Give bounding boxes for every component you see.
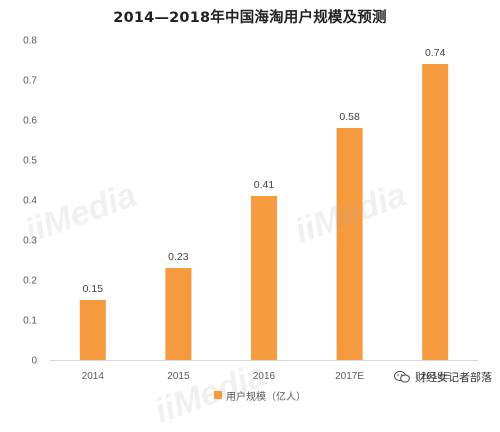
x-tick-label: 2017E [335, 371, 364, 382]
legend-label: 用户规模（亿人） [226, 391, 306, 403]
bar [336, 128, 363, 360]
bar [251, 196, 277, 360]
data-label: 0.58 [339, 111, 360, 123]
y-tick-label: 0 [31, 356, 37, 367]
y-tick-label: 0.5 [23, 156, 37, 167]
legend: 用户规模（亿人） [214, 388, 306, 403]
x-tick-label: 2015 [167, 371, 190, 382]
y-tick-label: 0.8 [23, 36, 37, 47]
source-tag-text: 财经女记者部落 [415, 371, 492, 384]
y-tick-label: 0.3 [23, 236, 37, 247]
wechat-icon [394, 370, 410, 383]
data-label: 0.23 [168, 251, 189, 263]
y-tick-label: 0.6 [23, 116, 37, 127]
data-label: 0.15 [83, 283, 104, 295]
data-label: 0.41 [254, 179, 275, 191]
x-tick-label: 2018E [421, 371, 450, 382]
bar [165, 268, 192, 360]
y-tick-label: 0.1 [23, 316, 37, 327]
y-tick-label: 0.7 [23, 76, 37, 87]
bar [79, 300, 106, 360]
x-tick-label: 2014 [82, 371, 105, 382]
data-label: 0.74 [425, 47, 446, 59]
bar [422, 64, 449, 360]
x-tick-label: 2016 [253, 371, 276, 382]
legend-swatch [214, 391, 222, 399]
chart-title: 2014—2018年中国海淘用户规模及预测 [113, 10, 387, 26]
bar-chart: 0 0.1 0.2 0.3 0.4 0.5 0.6 0.7 0.8 0.15 2014 0.23 201… [23, 36, 478, 382]
source-tag: 财经女记者部落 [394, 369, 492, 385]
y-tick-label: 0.4 [23, 196, 37, 207]
y-tick-label: 0.2 [23, 276, 37, 287]
